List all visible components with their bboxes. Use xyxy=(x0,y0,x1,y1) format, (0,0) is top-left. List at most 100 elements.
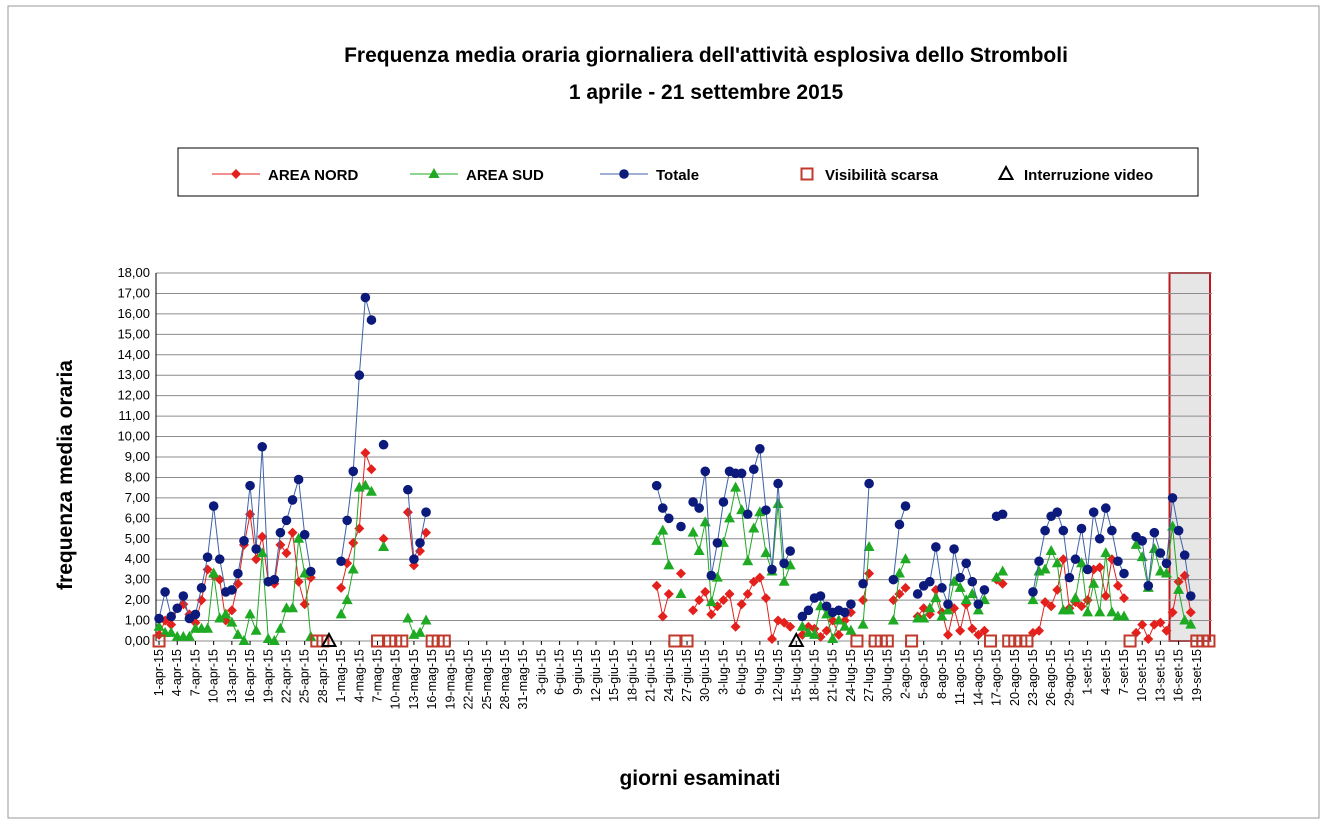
data-point xyxy=(262,632,274,643)
x-tick-label: 26-ago-15 xyxy=(1044,649,1058,706)
data-point xyxy=(1155,617,1166,628)
legend-label: Interruzione video xyxy=(1024,167,1153,184)
data-point xyxy=(420,614,432,625)
y-tick-label: 16,00 xyxy=(117,306,150,321)
data-point xyxy=(220,608,232,619)
data-point xyxy=(680,634,694,648)
x-axis-label: giorni esaminati xyxy=(619,767,780,790)
data-point xyxy=(1155,548,1166,558)
x-tick-label: 3-lug-15 xyxy=(716,649,730,695)
y-tick-label: 9,00 xyxy=(125,449,150,464)
data-point xyxy=(785,621,796,632)
data-point xyxy=(287,602,299,613)
data-point xyxy=(166,611,176,622)
data-point xyxy=(1137,619,1148,630)
data-point xyxy=(748,464,759,475)
data-point xyxy=(1027,594,1039,605)
data-point xyxy=(1112,580,1123,591)
x-tick-label: 13-set-15 xyxy=(1153,649,1167,702)
data-point xyxy=(663,588,674,599)
data-point xyxy=(887,614,899,625)
data-point xyxy=(943,599,953,609)
data-point xyxy=(1100,547,1112,558)
data-point xyxy=(1094,562,1105,573)
data-point xyxy=(651,580,662,591)
data-point xyxy=(414,626,426,637)
data-point xyxy=(833,629,844,640)
data-point xyxy=(1161,625,1172,636)
data-point xyxy=(967,576,978,587)
data-point xyxy=(227,585,237,595)
x-tick-label: 27-giu-15 xyxy=(680,649,694,702)
x-tick-label: 29-ago-15 xyxy=(1062,649,1076,706)
data-point xyxy=(395,634,409,648)
x-tick-label: 10-set-15 xyxy=(1135,649,1149,702)
data-point xyxy=(299,529,310,540)
data-point xyxy=(153,620,165,631)
data-point xyxy=(693,545,705,556)
data-point xyxy=(208,501,219,511)
data-point xyxy=(742,509,753,520)
legend-box xyxy=(177,147,1199,197)
data-point xyxy=(1185,591,1196,601)
data-point xyxy=(761,505,771,515)
data-point xyxy=(378,439,389,450)
data-point xyxy=(930,592,942,603)
data-point xyxy=(651,534,663,545)
data-point xyxy=(172,603,183,614)
data-point xyxy=(359,479,371,490)
data-point xyxy=(997,509,1008,520)
data-point xyxy=(827,632,839,643)
x-tick-label: 7-apr-15 xyxy=(188,649,202,696)
x-tick-label: 15-lug-15 xyxy=(789,649,803,702)
data-point xyxy=(244,608,256,619)
legend-item: Visibilità scarsa xyxy=(800,167,939,184)
data-point xyxy=(1034,625,1045,636)
data-point xyxy=(966,587,978,598)
chart-subtitle: 1 aprile - 21 settembre 2015 xyxy=(569,81,844,104)
data-point xyxy=(183,630,195,641)
data-point xyxy=(1173,525,1184,536)
data-point xyxy=(1070,554,1081,565)
data-point xyxy=(900,582,911,593)
data-point xyxy=(1130,538,1142,549)
data-point xyxy=(257,531,268,542)
data-point xyxy=(972,604,984,615)
data-point xyxy=(281,548,292,559)
data-point xyxy=(365,485,377,496)
data-point xyxy=(366,315,377,325)
legend-marker xyxy=(800,167,814,181)
data-point xyxy=(341,594,353,605)
data-point xyxy=(973,629,984,640)
x-tick-label: 16-set-15 xyxy=(1172,649,1186,702)
data-point xyxy=(960,594,972,605)
y-tick-label: 5,00 xyxy=(125,531,150,546)
data-point xyxy=(863,540,875,551)
data-point xyxy=(1045,545,1057,556)
data-point xyxy=(1167,607,1178,618)
x-tick-label: 24-lug-15 xyxy=(844,649,858,702)
data-point xyxy=(918,612,930,623)
data-point xyxy=(754,572,765,583)
y-tick-label: 13,00 xyxy=(117,367,150,382)
data-point xyxy=(797,611,808,622)
data-point xyxy=(293,532,305,543)
data-point xyxy=(979,585,990,595)
data-point xyxy=(1160,567,1172,578)
legend-item: AREA NORD xyxy=(212,167,358,184)
x-tick-label: 4-set-15 xyxy=(1099,649,1113,695)
x-tick-label: 14-ago-15 xyxy=(971,649,985,706)
x-tick-label: 1-set-15 xyxy=(1081,649,1095,695)
data-point xyxy=(748,576,759,587)
data-point xyxy=(864,568,875,579)
x-tick-label: 20-ago-15 xyxy=(1008,649,1022,706)
x-tick-label: 7-mag-15 xyxy=(371,649,385,703)
data-point xyxy=(251,544,261,554)
data-point xyxy=(991,571,1003,582)
data-point xyxy=(943,629,953,640)
data-point xyxy=(268,635,280,645)
data-point xyxy=(1058,525,1069,536)
data-point xyxy=(797,629,808,640)
x-tick-label: 31-mag-15 xyxy=(516,649,530,709)
x-tick-label: 9-giu-15 xyxy=(571,649,585,695)
